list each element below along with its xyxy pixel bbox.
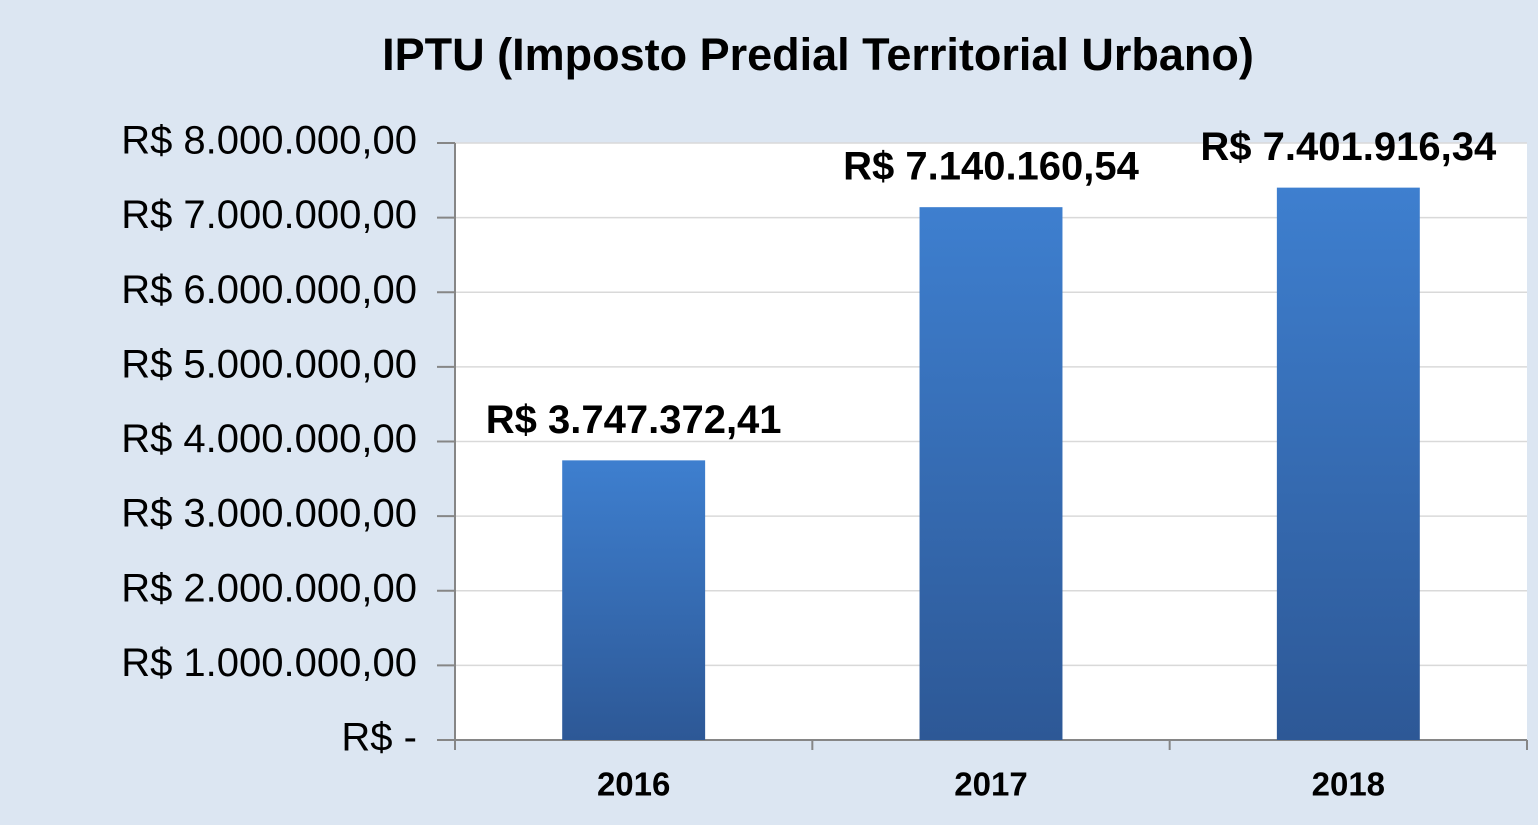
y-tick-label: R$ 7.000.000,00 <box>121 193 417 237</box>
chart-title: IPTU (Imposto Predial Territorial Urbano… <box>382 29 1254 80</box>
x-tick-label: 2017 <box>954 766 1027 803</box>
y-tick-label: R$ 8.000.000,00 <box>121 119 417 163</box>
y-tick-label: R$ 1.000.000,00 <box>121 641 417 685</box>
y-tick-label: R$ 2.000.000,00 <box>121 566 417 610</box>
x-tick-label: 2016 <box>597 766 670 803</box>
bar <box>1276 187 1420 741</box>
data-label: R$ 7.140.160,54 <box>843 145 1140 189</box>
y-tick-label: R$ - <box>341 716 417 760</box>
y-tick-label: R$ 4.000.000,00 <box>121 417 417 461</box>
x-tick-label: 2018 <box>1312 766 1385 803</box>
y-tick-label: R$ 6.000.000,00 <box>121 268 417 312</box>
data-label: R$ 3.747.372,41 <box>486 398 782 442</box>
y-tick-label: R$ 3.000.000,00 <box>121 492 417 536</box>
bar <box>562 460 706 740</box>
bar <box>919 207 1063 740</box>
data-label: R$ 7.401.916,34 <box>1200 125 1497 169</box>
y-tick-label: R$ 5.000.000,00 <box>121 342 417 386</box>
